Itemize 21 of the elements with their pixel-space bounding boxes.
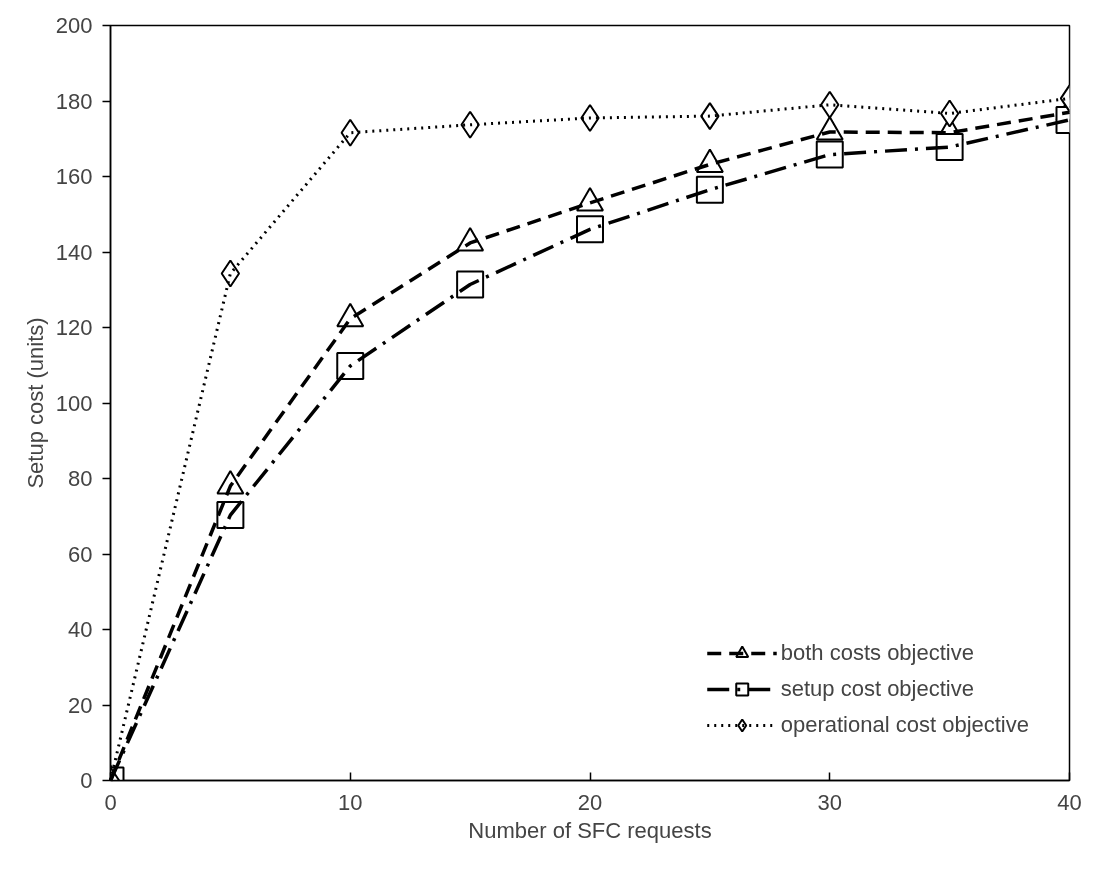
y-tick-label: 180 [55,88,93,114]
x-tick-label: 20 [577,789,603,815]
y-tick-label: 40 [68,617,93,642]
legend-label: setup cost objective [780,676,974,702]
y-axis-title: Setup cost (units) [22,317,48,489]
x-tick-label: 30 [817,789,842,815]
x-tick-label: 10 [338,789,363,815]
x-tick-label: 0 [104,789,117,815]
x-tick-label: 40 [1057,789,1082,815]
y-tick-label: 140 [55,239,93,265]
y-tick-label: 160 [55,164,93,189]
y-tick-label: 20 [68,692,93,718]
y-tick-label: 100 [55,390,93,416]
y-tick-label: 80 [68,466,93,491]
y-tick-label: 0 [80,768,93,793]
x-axis-title: Number of SFC requests [468,817,712,843]
legend-label: both costs objective [780,640,974,666]
y-tick-label: 60 [68,541,93,567]
y-tick-label: 200 [55,13,93,38]
y-tick-label: 120 [55,315,93,340]
legend-label: operational cost objective [780,712,1029,738]
